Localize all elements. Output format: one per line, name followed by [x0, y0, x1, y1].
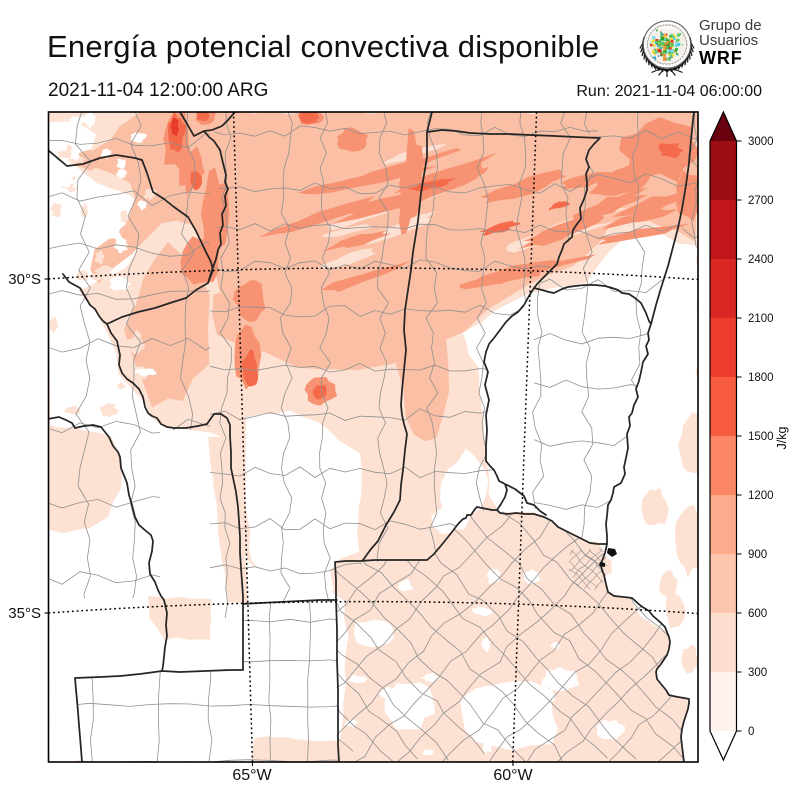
svg-text:900: 900: [748, 549, 767, 561]
svg-text:J/kg: J/kg: [775, 426, 789, 449]
svg-text:300: 300: [748, 667, 767, 679]
svg-text:600: 600: [748, 608, 767, 620]
svg-text:2700: 2700: [748, 195, 774, 207]
svg-text:0: 0: [748, 726, 754, 738]
svg-text:3000: 3000: [748, 136, 774, 148]
svg-text:2400: 2400: [748, 254, 774, 266]
svg-text:2100: 2100: [748, 313, 774, 325]
svg-text:1200: 1200: [748, 490, 774, 502]
svg-text:1800: 1800: [748, 372, 774, 384]
svg-text:1500: 1500: [748, 431, 774, 443]
